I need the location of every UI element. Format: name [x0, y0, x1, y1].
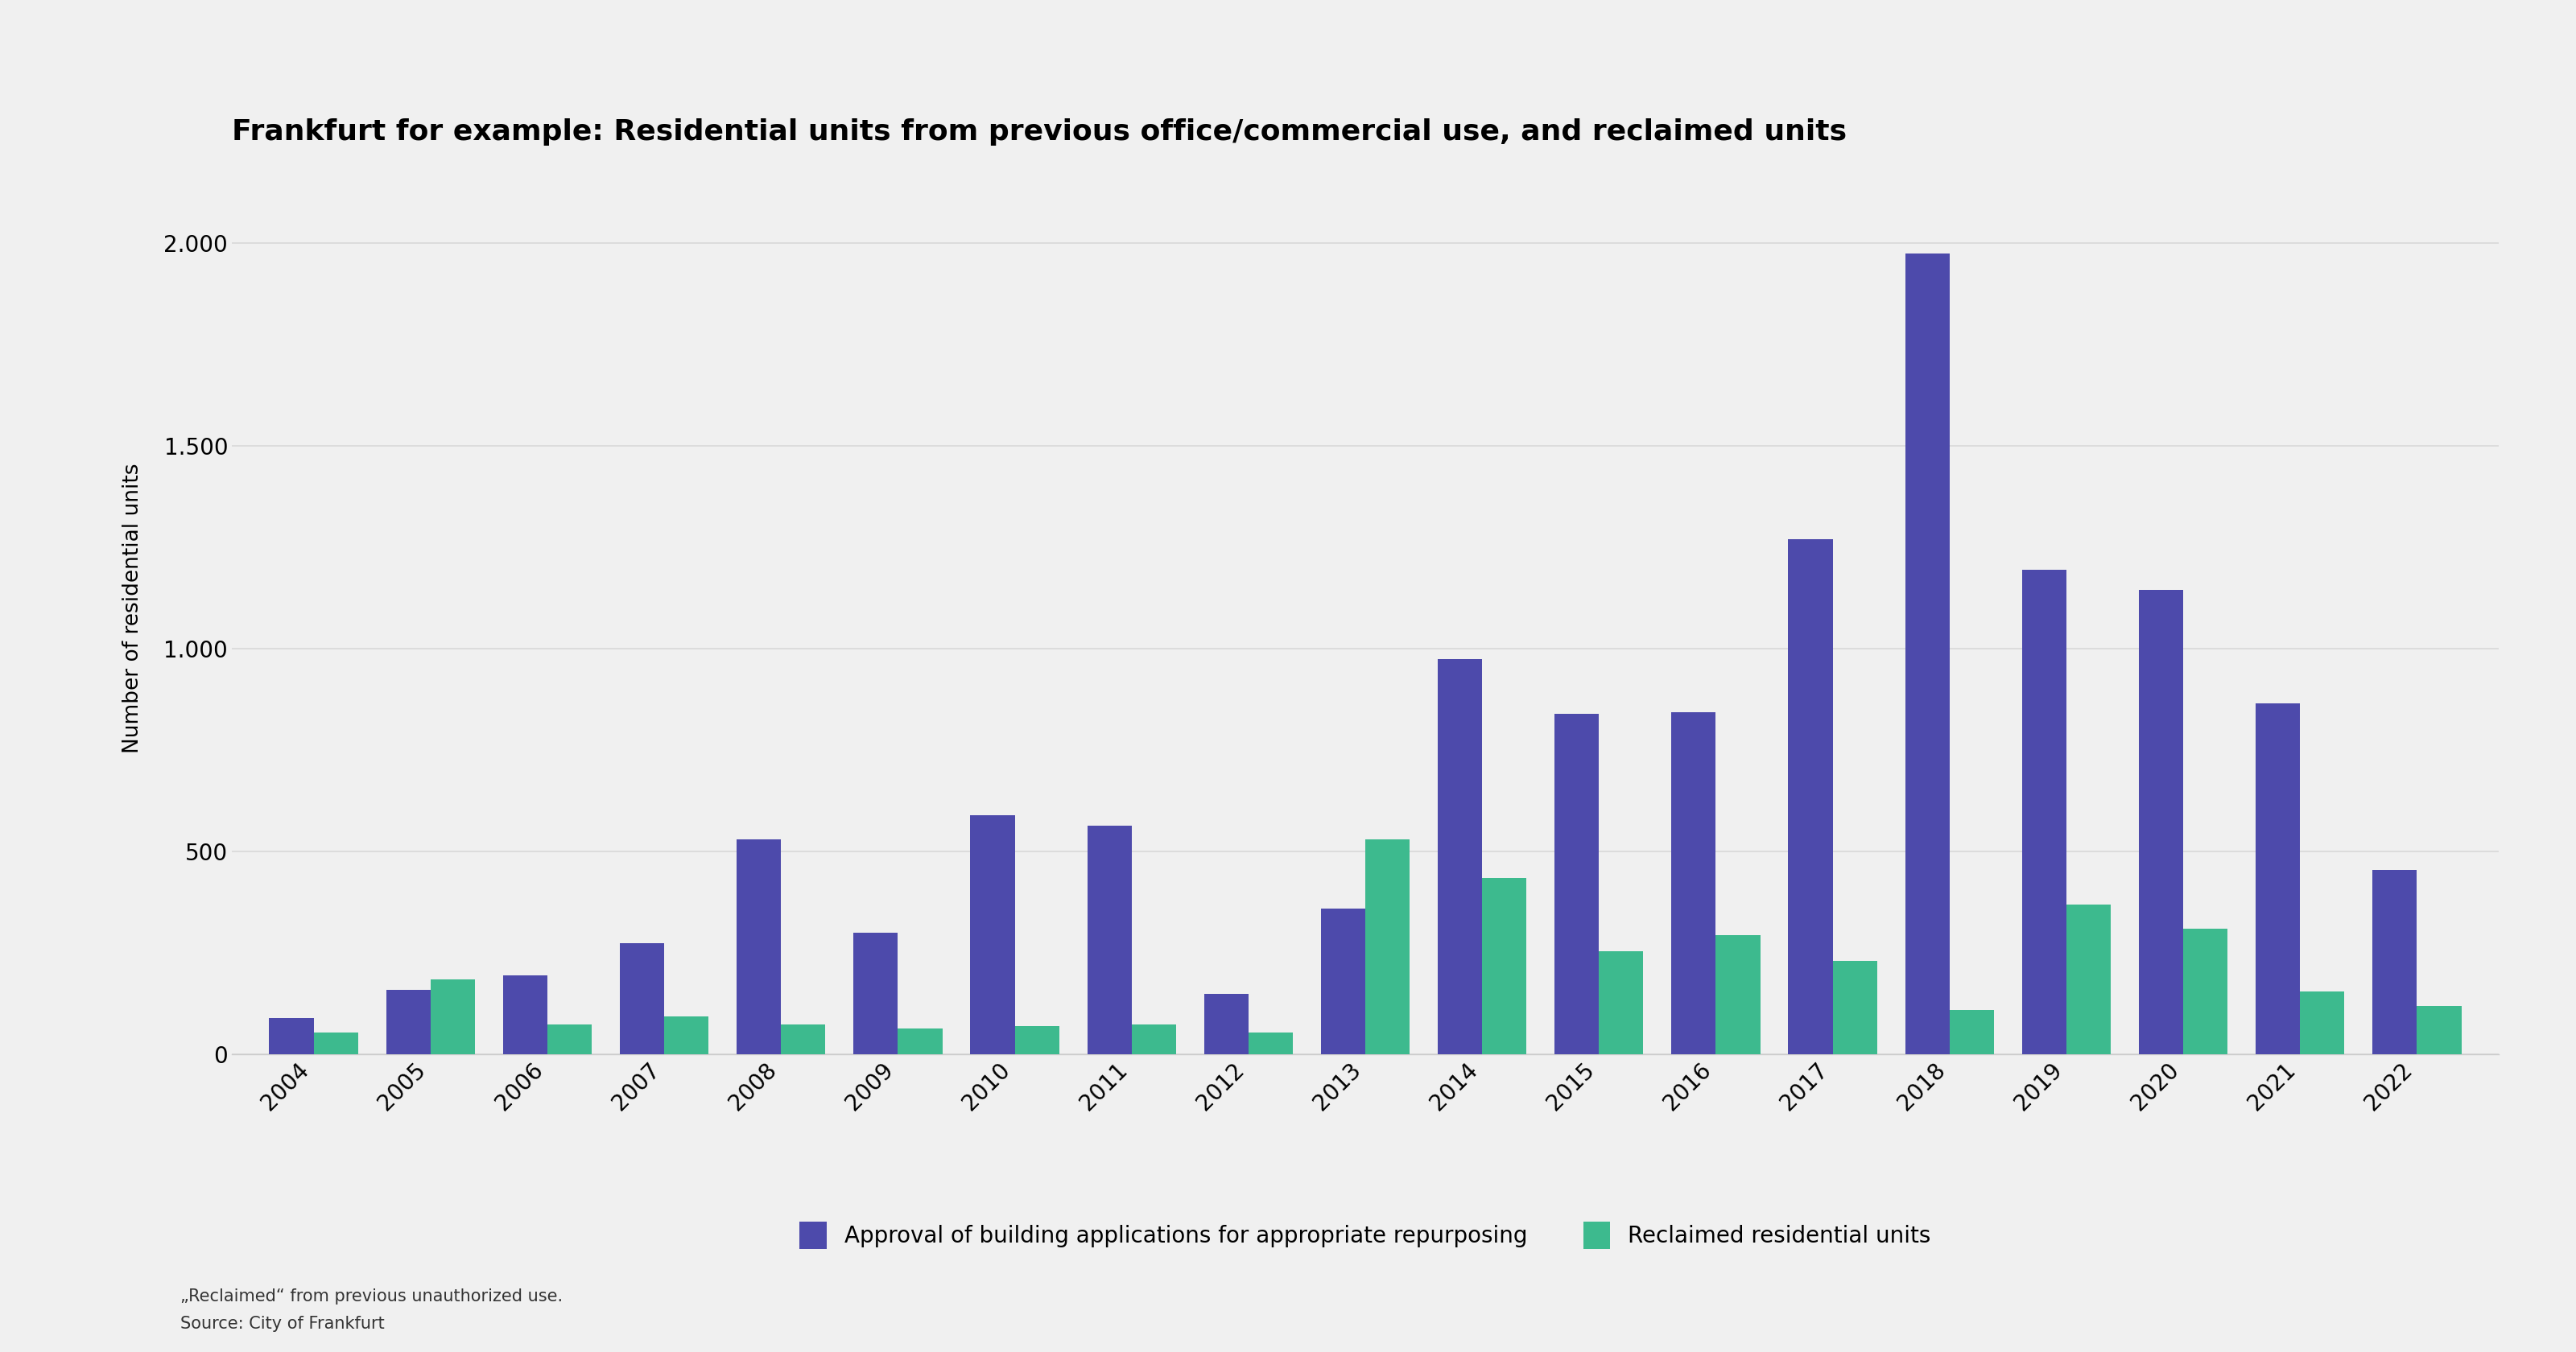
Bar — [737, 840, 781, 1055]
Bar — [1321, 909, 1365, 1055]
Bar — [899, 1028, 943, 1055]
Text: „Reclaimed“ from previous unauthorized use.: „Reclaimed“ from previous unauthorized u… — [180, 1288, 562, 1305]
Bar — [314, 1033, 358, 1055]
Bar — [1672, 711, 1716, 1055]
Bar — [853, 933, 899, 1055]
Bar — [2416, 1006, 2460, 1055]
Bar — [502, 976, 546, 1055]
Bar — [1203, 994, 1249, 1055]
Bar — [1788, 539, 1832, 1055]
Text: Source: City of Frankfurt: Source: City of Frankfurt — [180, 1315, 384, 1332]
Bar — [1600, 952, 1643, 1055]
Bar — [971, 815, 1015, 1055]
Bar — [665, 1017, 708, 1055]
Bar — [2138, 589, 2184, 1055]
Bar — [546, 1025, 592, 1055]
Bar — [2300, 992, 2344, 1055]
Bar — [1906, 253, 1950, 1055]
Bar — [2184, 929, 2228, 1055]
Bar — [781, 1025, 824, 1055]
Bar — [1087, 825, 1131, 1055]
Legend: Approval of building applications for appropriate repurposing, Reclaimed residen: Approval of building applications for ap… — [799, 1222, 1932, 1249]
Y-axis label: Number of residential units: Number of residential units — [124, 464, 144, 753]
Bar — [1365, 840, 1409, 1055]
Bar — [621, 944, 665, 1055]
Bar — [386, 990, 430, 1055]
Bar — [1131, 1025, 1177, 1055]
Bar — [1832, 961, 1878, 1055]
Bar — [1950, 1010, 1994, 1055]
Bar — [2066, 904, 2110, 1055]
Bar — [1481, 879, 1528, 1055]
Bar — [2257, 703, 2300, 1055]
Bar — [2372, 871, 2416, 1055]
Bar — [1716, 936, 1759, 1055]
Bar — [430, 979, 474, 1055]
Text: Frankfurt for example: Residential units from previous office/commercial use, an: Frankfurt for example: Residential units… — [232, 118, 1847, 146]
Bar — [2022, 569, 2066, 1055]
Bar — [1249, 1033, 1293, 1055]
Bar — [270, 1018, 314, 1055]
Bar — [1015, 1026, 1059, 1055]
Bar — [1437, 658, 1481, 1055]
Bar — [1553, 714, 1600, 1055]
